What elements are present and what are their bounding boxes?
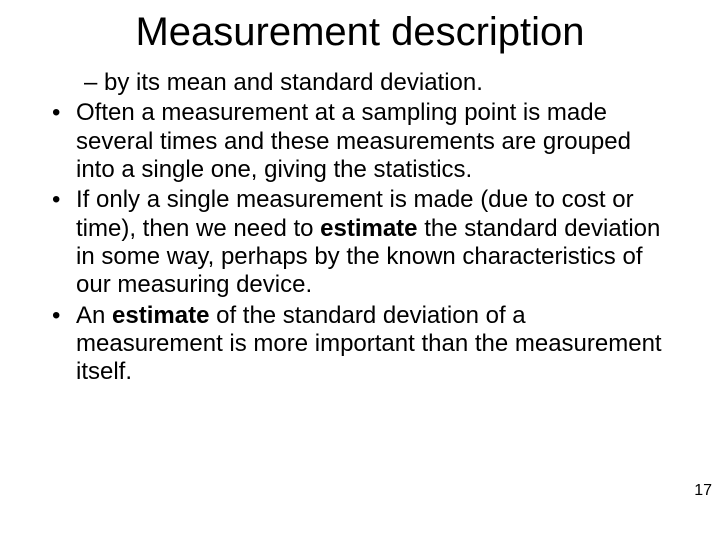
slide-body: – by its mean and standard deviation. Of… xyxy=(0,69,720,386)
bullet-list: Often a measurement at a sampling point … xyxy=(48,99,672,386)
sub-line: – by its mean and standard deviation. xyxy=(48,69,672,97)
slide-title: Measurement description xyxy=(0,0,720,69)
slide: Measurement description – by its mean an… xyxy=(0,0,720,540)
list-item: An estimate of the standard deviation of… xyxy=(48,302,672,387)
list-item: If only a single measurement is made (du… xyxy=(48,186,672,299)
page-number: 17 xyxy=(694,482,712,500)
list-item: Often a measurement at a sampling point … xyxy=(48,99,672,184)
